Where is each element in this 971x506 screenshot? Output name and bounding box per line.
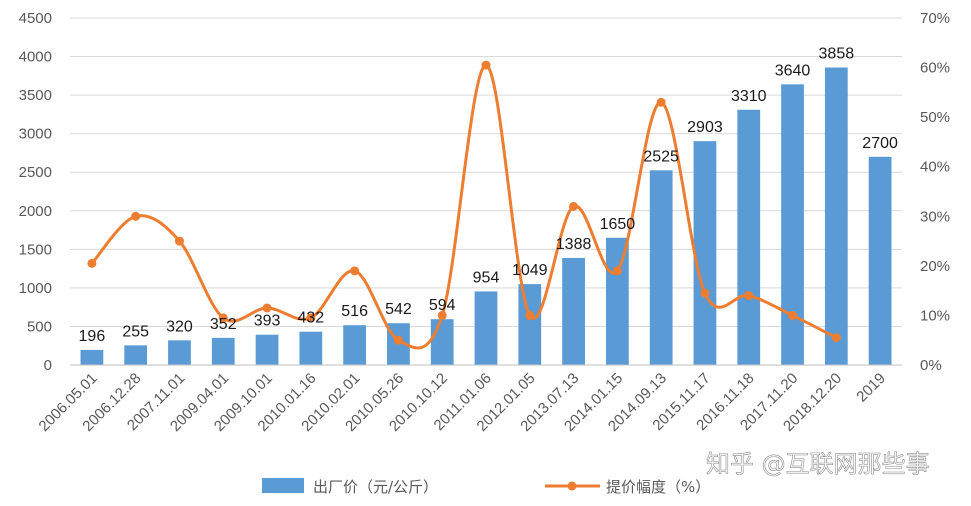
bar xyxy=(211,337,235,365)
left-tick-label: 1500 xyxy=(19,241,52,258)
line-point xyxy=(218,313,228,323)
bar xyxy=(781,84,804,365)
bar-value-label: 393 xyxy=(254,313,281,330)
bar-value-label: 1650 xyxy=(600,216,636,233)
bar-value-label: 1049 xyxy=(512,262,548,279)
bar-value-label: 954 xyxy=(473,269,500,286)
bar-value-label: 3640 xyxy=(775,62,811,79)
line-point xyxy=(437,310,447,320)
bar xyxy=(299,331,323,365)
right-tick-label: 0% xyxy=(920,357,942,374)
bar xyxy=(343,325,367,365)
bar-series xyxy=(80,67,892,365)
bar xyxy=(562,257,585,365)
line-point xyxy=(569,201,579,211)
bar-value-label: 255 xyxy=(122,323,149,340)
line-point xyxy=(831,333,841,343)
left-tick-label: 4000 xyxy=(19,49,52,66)
line-point xyxy=(744,291,754,301)
bar-value-label: 2700 xyxy=(862,135,898,152)
bar-value-label: 1388 xyxy=(556,236,592,253)
right-tick-label: 60% xyxy=(920,60,950,77)
bar-value-label: 196 xyxy=(79,328,106,345)
legend: 出厂价（元/公斤） 提价幅度（%） xyxy=(262,478,710,496)
x-axis: 2006.05.012006.12.282007.11.012009.04.01… xyxy=(36,364,902,435)
line-point xyxy=(87,258,97,268)
bar-value-label: 2525 xyxy=(643,148,679,165)
right-tick-label: 50% xyxy=(920,109,950,126)
left-tick-label: 500 xyxy=(27,318,52,335)
gridlines xyxy=(70,17,902,366)
line-point xyxy=(306,313,316,323)
right-tick-label: 40% xyxy=(920,159,950,176)
watermark: 知乎 @互联网那些事 xyxy=(706,450,930,478)
legend-label-line: 提价幅度（%） xyxy=(606,478,710,496)
line-point xyxy=(525,310,535,320)
bar xyxy=(868,156,892,365)
line-point xyxy=(656,97,666,107)
legend-label-bar: 出厂价（元/公斤） xyxy=(313,478,438,496)
bar xyxy=(824,67,848,365)
bar xyxy=(737,109,761,365)
right-tick-label: 30% xyxy=(920,208,950,225)
left-axis: 0 500 1000 1500 2000 2500 3000 3500 4000 4500 xyxy=(19,10,52,374)
bar xyxy=(430,319,454,365)
line-point xyxy=(131,211,141,221)
left-tick-label: 4500 xyxy=(19,10,52,27)
line-point xyxy=(393,335,403,345)
left-tick-label: 0 xyxy=(44,357,52,374)
left-tick-label: 1000 xyxy=(19,280,52,297)
bar-value-label: 432 xyxy=(297,310,324,327)
line-point xyxy=(174,236,184,246)
bar xyxy=(518,284,542,365)
bar-value-label: 3310 xyxy=(731,88,767,105)
right-tick-label: 10% xyxy=(920,307,950,324)
bar-value-label: 594 xyxy=(429,297,456,314)
bar xyxy=(255,334,279,365)
bar xyxy=(649,170,673,365)
bar xyxy=(80,349,104,365)
bar-value-label: 2903 xyxy=(687,119,723,136)
bar xyxy=(605,237,629,365)
legend-swatch-bar xyxy=(262,478,304,493)
bar-value-label: 542 xyxy=(385,301,412,318)
line-point xyxy=(350,266,360,276)
bar xyxy=(168,340,191,365)
left-tick-label: 3500 xyxy=(19,87,52,104)
left-tick-label: 2500 xyxy=(19,164,52,181)
line-point xyxy=(788,310,798,320)
bar-value-label: 320 xyxy=(166,318,193,335)
line-point xyxy=(700,288,710,298)
line-point xyxy=(481,60,491,70)
bar-value-label: 516 xyxy=(341,303,368,320)
data-labels: 196 255 320 352 393 432 516 542 594 954 1049 1388 16… xyxy=(79,46,898,345)
right-axis: 0% 10% 20% 30% 40% 50% 60% 70% xyxy=(920,10,950,374)
x-tick-label: 2019 xyxy=(853,370,889,406)
line-point xyxy=(612,266,622,276)
bar xyxy=(124,345,148,365)
bar-value-label: 3858 xyxy=(819,46,855,63)
line-point xyxy=(262,303,272,313)
legend-marker xyxy=(567,481,577,491)
bar xyxy=(474,291,498,365)
left-tick-label: 2000 xyxy=(19,203,52,220)
bar xyxy=(693,141,717,365)
bar-value-label: 352 xyxy=(210,316,237,333)
right-tick-label: 20% xyxy=(920,258,950,275)
right-tick-label: 70% xyxy=(920,10,950,27)
line-series xyxy=(87,60,841,350)
left-tick-label: 3000 xyxy=(19,126,52,143)
line-path xyxy=(90,63,837,350)
